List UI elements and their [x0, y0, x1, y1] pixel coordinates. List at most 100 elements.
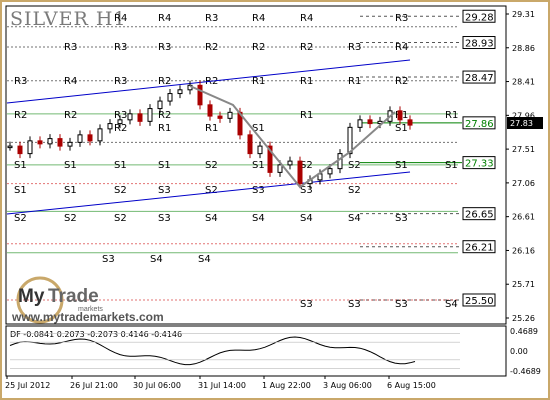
pivot-label: R1 — [300, 76, 313, 87]
channel-upper-line — [6, 59, 411, 104]
channel-layer — [6, 59, 411, 215]
time-tick-label: 26 Jul 21:00 — [70, 381, 118, 390]
pivot-label: R1 — [300, 110, 313, 121]
pivot-label: R3 — [114, 42, 127, 53]
indicator-tick-label: -0.4689 — [510, 367, 541, 376]
indicator-axis: 0.4689 0.00 -0.4689 — [510, 327, 541, 376]
candle-body — [327, 168, 333, 175]
pivot-label: S1 — [445, 160, 458, 171]
price-tick-label: 27.51 — [512, 145, 535, 154]
pivot-label: R3 — [64, 42, 77, 53]
candle-body — [127, 113, 133, 121]
chart-title: SILVER H1 — [10, 8, 126, 30]
pivot-label: S2 — [14, 213, 27, 224]
pivots-layer: R4 R4 R3 R4 R4 R3 R3 R3 R3 R2 R2 R2 R3 R4 R3 R4 R3 R2 R2 R1… — [7, 13, 458, 310]
channel-lower-line — [6, 171, 411, 215]
pivot-label: R4 — [158, 13, 171, 24]
candle-body — [37, 140, 43, 145]
pivot-label: R2 — [205, 42, 218, 53]
pivot-label: R2 — [252, 42, 265, 53]
candle-body — [297, 160, 303, 185]
pivot-label: S3 — [395, 213, 408, 224]
level-label: 26.65 — [465, 210, 494, 221]
pivot-label: R1 — [205, 123, 218, 134]
trend-layer — [189, 85, 396, 189]
price-tick-label: 28.86 — [512, 44, 535, 53]
current-price-tag — [507, 117, 543, 129]
pivot-label: S1 — [252, 123, 265, 134]
candle-body — [277, 164, 283, 173]
pivot-label: S2 — [205, 185, 218, 196]
pivot-label: S3 — [395, 299, 408, 310]
candle-body — [87, 134, 93, 142]
indicator-frame — [5, 325, 507, 377]
logo-ring — [16, 276, 64, 324]
pivot-label: R4 — [300, 13, 313, 24]
pivot-label: R2 — [395, 76, 408, 87]
pivot-label: R2 — [64, 110, 77, 121]
pivot-label: S3 — [252, 185, 265, 196]
level-label: 25.50 — [465, 296, 494, 307]
pivot-label: R3 — [14, 76, 27, 87]
pivot-label: S1 — [14, 185, 27, 196]
candle-body — [407, 119, 413, 126]
pivot-label: R3 — [114, 76, 127, 87]
level-box — [462, 36, 496, 50]
pivot-label: S1 — [64, 185, 77, 196]
candle-body — [267, 145, 273, 173]
candle-body — [7, 145, 13, 149]
candle-body — [357, 119, 363, 128]
pivot-label: S4 — [348, 213, 361, 224]
candle-body — [57, 138, 63, 147]
pivot-label: R4 — [395, 42, 408, 53]
pivot-label: S3 — [300, 185, 313, 196]
pivot-label: R1 — [252, 76, 265, 87]
indicator-layer — [9, 333, 460, 369]
price-tick-label: 27.96 — [512, 111, 535, 120]
candle-body — [67, 141, 73, 147]
level-label: 27.86 — [465, 119, 494, 130]
pivot-label: S4 — [252, 213, 265, 224]
pivot-label: R3 — [158, 42, 171, 53]
level-label: 28.93 — [465, 39, 494, 50]
price-tick-label: 26.16 — [512, 246, 535, 255]
pivot-label: S3 — [348, 299, 361, 310]
pivot-label: R3 — [348, 42, 361, 53]
pivot-label: S1 — [14, 160, 27, 171]
pivot-label: R1 — [445, 110, 458, 121]
level-box — [462, 207, 496, 221]
pivot-label: S2 — [348, 185, 361, 196]
indicator-values-text: DF -0.0841 0.2073 -0.2073 0.4146 -0.4146 — [10, 330, 182, 339]
candle-body — [97, 128, 103, 142]
pivot-label: S1 — [395, 160, 408, 171]
candles-layer — [7, 80, 413, 189]
time-tick-label: 1 Aug 22:00 — [262, 381, 311, 390]
level-label: 28.47 — [465, 73, 494, 84]
pivot-label: R3 — [114, 110, 127, 121]
candle-body — [217, 115, 223, 119]
indicator-tick-label: 0.00 — [510, 347, 528, 356]
pivot-label: S2 — [348, 160, 361, 171]
candle-body — [137, 113, 143, 122]
pivot-label: R2 — [300, 42, 313, 53]
pivot-label: R2 — [158, 76, 171, 87]
pivot-label: S2 — [114, 213, 127, 224]
candle-body — [27, 140, 33, 155]
price-tick-label: 25.71 — [512, 280, 535, 289]
price-tick-label: 25.26 — [512, 314, 535, 323]
candle-body — [77, 134, 83, 143]
candle-body — [17, 145, 23, 155]
pivot-label: R2 — [158, 110, 171, 121]
pivot-label: R4 — [252, 13, 265, 24]
pivot-label: S1 — [64, 160, 77, 171]
pivot-label: S4 — [445, 299, 458, 310]
pivot-label: S3 — [102, 254, 115, 265]
time-tick-label: 30 Jul 06:00 — [133, 381, 181, 390]
candle-body — [157, 100, 163, 110]
time-tick-label: 3 Aug 06:00 — [323, 381, 372, 390]
pivot-label: S2 — [205, 160, 218, 171]
candle-body — [397, 110, 403, 121]
pivot-label: S4 — [198, 254, 211, 265]
pivot-label: S3 — [158, 185, 171, 196]
